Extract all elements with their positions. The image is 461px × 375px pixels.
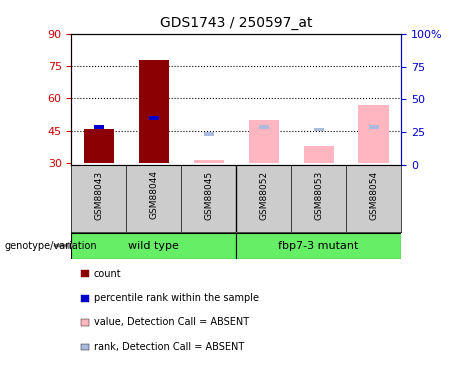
Text: wild type: wild type: [129, 241, 179, 250]
Text: genotype/variation: genotype/variation: [5, 241, 97, 250]
Text: GSM88053: GSM88053: [314, 170, 323, 220]
Title: GDS1743 / 250597_at: GDS1743 / 250597_at: [160, 16, 313, 30]
Text: rank, Detection Call = ABSENT: rank, Detection Call = ABSENT: [94, 342, 244, 352]
Bar: [303, 146, 334, 163]
Bar: [149, 116, 159, 120]
Bar: [259, 125, 269, 129]
Text: fbp7-3 mutant: fbp7-3 mutant: [278, 241, 359, 250]
Text: GSM88044: GSM88044: [149, 170, 159, 219]
Bar: [248, 120, 279, 163]
Text: GSM88052: GSM88052: [259, 170, 268, 219]
Bar: [84, 129, 114, 163]
Text: count: count: [94, 269, 121, 279]
FancyBboxPatch shape: [71, 232, 236, 259]
Text: percentile rank within the sample: percentile rank within the sample: [94, 293, 259, 303]
FancyBboxPatch shape: [236, 232, 401, 259]
Bar: [369, 125, 378, 129]
Text: GSM88045: GSM88045: [204, 170, 213, 219]
Bar: [359, 105, 389, 163]
Bar: [94, 125, 104, 129]
Text: value, Detection Call = ABSENT: value, Detection Call = ABSENT: [94, 318, 248, 327]
Text: GSM88043: GSM88043: [95, 170, 103, 219]
Bar: [194, 160, 224, 163]
Bar: [204, 132, 214, 136]
Bar: [139, 60, 169, 163]
Text: GSM88054: GSM88054: [369, 170, 378, 219]
Bar: [314, 128, 324, 131]
